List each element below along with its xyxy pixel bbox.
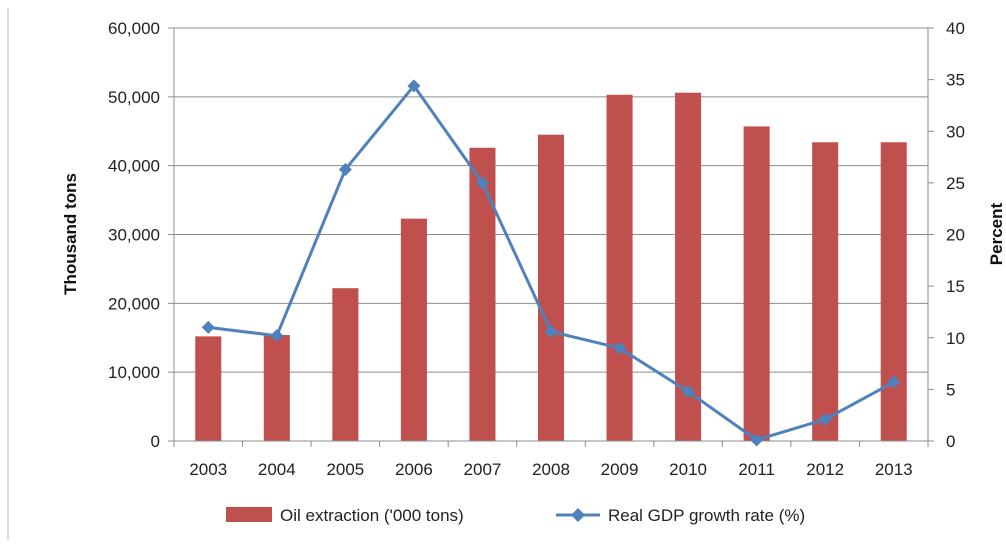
y2-tick-label: 35 [946, 71, 965, 90]
x-tick-label: 2012 [806, 460, 844, 479]
y-axis-title: Thousand tons [61, 173, 80, 295]
x-tick-label: 2003 [189, 460, 227, 479]
x-tick-label: 2004 [258, 460, 296, 479]
left-axis-ticks: 0 10,000 20,000 30,000 40,000 50,000 60,000 [108, 19, 160, 451]
legend-bar-label: Oil extraction ('000 tons) [280, 506, 464, 525]
legend: Oil extraction ('000 tons) Real GDP grow… [226, 506, 805, 525]
x-tick-label: 2011 [738, 460, 775, 479]
gdp-point [613, 341, 627, 355]
gdp-point [270, 329, 284, 343]
line-series [201, 79, 901, 447]
gdp-point [338, 162, 352, 176]
y2-axis-title: Percent [987, 202, 1006, 265]
x-tick-label: 2013 [875, 460, 913, 479]
y-tick-label: 50,000 [108, 88, 160, 107]
bar [332, 288, 359, 441]
bar [675, 92, 702, 441]
bar [537, 134, 565, 442]
y-tick-label: 60,000 [108, 19, 160, 38]
x-tick-label: 2010 [669, 460, 707, 479]
gdp-point [475, 176, 489, 190]
x-tick-label: 2008 [532, 460, 570, 479]
legend-line-marker [571, 508, 585, 522]
y-tick-label: 20,000 [108, 294, 160, 313]
bar [469, 147, 496, 441]
y2-tick-label: 15 [946, 277, 965, 296]
axes [168, 27, 934, 447]
y2-tick-label: 25 [946, 174, 965, 193]
x-tick-label: 2005 [326, 460, 364, 479]
x-tick-label: 2009 [601, 460, 639, 479]
bar [263, 334, 290, 441]
y2-tick-label: 20 [946, 226, 965, 245]
bar [195, 336, 222, 441]
legend-line-label: Real GDP growth rate (%) [608, 506, 805, 525]
legend-bar-swatch [226, 507, 272, 522]
gdp-point [750, 433, 764, 447]
gdp-point [681, 384, 695, 398]
gdp-point [818, 412, 832, 426]
x-tick-label: 2007 [464, 460, 502, 479]
x-axis-ticks: 2003 2004 2005 2006 2007 2008 2009 2010 2011 2012… [189, 460, 912, 479]
y2-tick-label: 40 [946, 19, 965, 38]
y2-tick-label: 0 [946, 432, 955, 451]
y2-tick-label: 10 [946, 329, 965, 348]
bar [606, 94, 633, 441]
bar [812, 142, 839, 441]
gdp-point [201, 320, 215, 334]
bar [400, 218, 427, 441]
y2-tick-label: 5 [946, 380, 955, 399]
bar [880, 142, 907, 441]
y-tick-label: 40,000 [108, 157, 160, 176]
y2-tick-label: 30 [946, 122, 965, 141]
gdp-point [407, 79, 421, 93]
y-tick-label: 10,000 [108, 363, 160, 382]
gdp-point [887, 375, 901, 389]
y-tick-label: 0 [151, 432, 160, 451]
gdp-point [544, 325, 558, 339]
bar-series [195, 92, 907, 442]
x-tick-label: 2006 [395, 460, 433, 479]
y-tick-label: 30,000 [108, 226, 160, 245]
right-axis-ticks: 0 5 10 15 20 25 30 35 40 [946, 19, 965, 451]
bar [743, 126, 770, 441]
